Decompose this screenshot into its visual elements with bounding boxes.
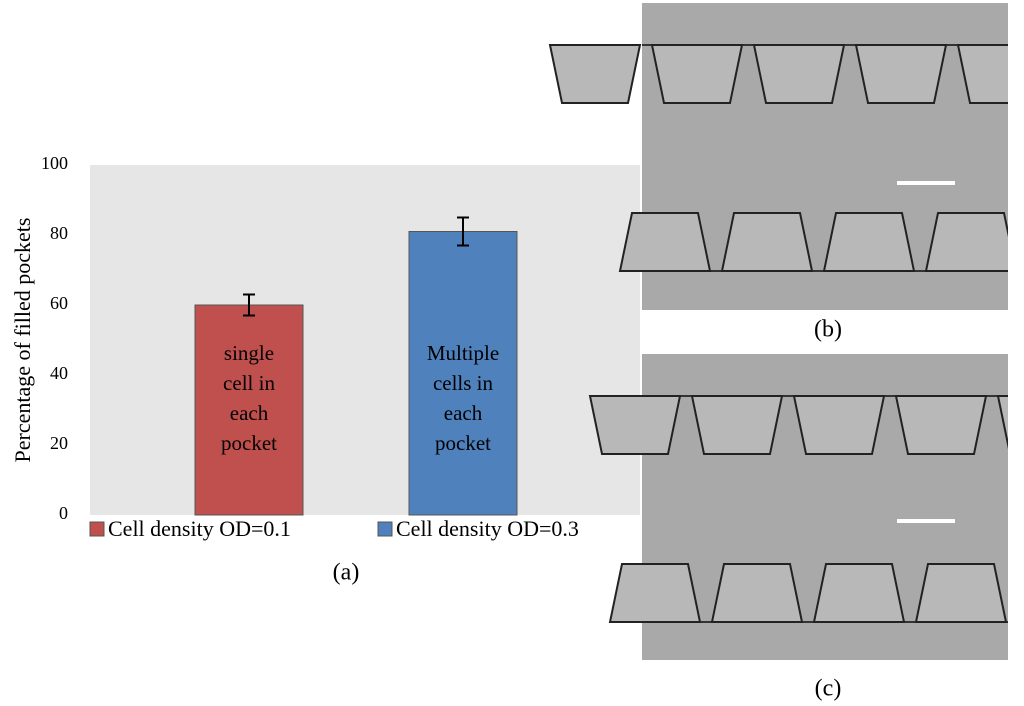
trap	[720, 212, 814, 272]
trap	[618, 212, 712, 272]
trap	[914, 563, 1008, 623]
error-bar	[243, 293, 255, 317]
trap	[690, 395, 784, 455]
legend-label: Cell density OD=0.1	[108, 516, 291, 541]
y-axis-label: Percentage of filled pockets	[10, 218, 35, 463]
bar-annotation: single	[224, 341, 274, 365]
y-tick-label: 40	[50, 363, 68, 383]
trap	[752, 44, 846, 104]
y-tick-label: 0	[59, 503, 68, 523]
plot-area	[90, 165, 640, 515]
panel-label: (c)	[815, 676, 842, 702]
legend-label: Cell density OD=0.3	[396, 516, 579, 541]
caption: (a)	[333, 560, 360, 586]
bar-annotation: pocket	[221, 431, 277, 455]
trap	[812, 563, 906, 623]
y-tick-label: 20	[50, 433, 68, 453]
y-tick-label: 100	[41, 153, 68, 173]
trap	[924, 212, 1018, 272]
bar-annotation: each	[230, 401, 269, 425]
trap	[588, 395, 682, 455]
trap	[548, 44, 642, 104]
y-tick-label: 60	[50, 293, 68, 313]
panel-label: (b)	[814, 317, 842, 343]
bar-annotation: Multiple	[427, 341, 499, 365]
bar-annotation: cell in	[223, 371, 275, 395]
trap	[608, 563, 702, 623]
clip	[1008, 354, 1024, 660]
legend-swatch	[89, 521, 105, 537]
trap	[822, 212, 916, 272]
trap	[894, 395, 988, 455]
trap	[650, 44, 744, 104]
error-bar	[457, 216, 469, 247]
micrograph	[548, 3, 1024, 310]
trap	[710, 563, 804, 623]
bar-annotation: pocket	[435, 431, 491, 455]
y-tick-label: 80	[50, 223, 68, 243]
bar-annotation: cells in	[433, 371, 494, 395]
trap	[854, 44, 948, 104]
trap	[792, 395, 886, 455]
bar	[408, 231, 518, 516]
legend-swatch	[377, 521, 393, 537]
clip	[1008, 3, 1024, 310]
micrograph	[588, 354, 1024, 660]
bar-annotation: each	[444, 401, 483, 425]
bar	[194, 304, 304, 516]
